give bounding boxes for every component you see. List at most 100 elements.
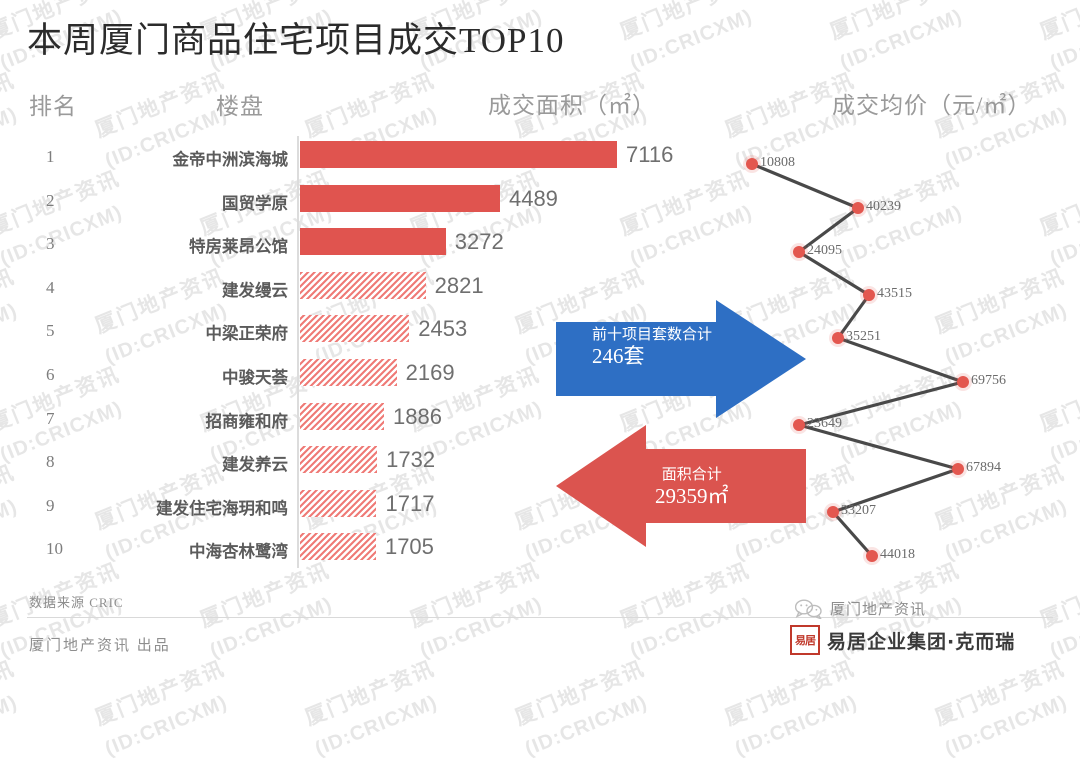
watermark-text: 厦门地产资讯 (0, 68, 19, 142)
row-rank: 4 (46, 277, 55, 297)
watermark-text: 厦门地产资讯 (406, 558, 544, 632)
watermark-text: (ID:CRICXM) (1047, 593, 1080, 663)
wechat-account-name: 厦门地产资讯 (830, 602, 927, 618)
price-line-path (751, 162, 965, 558)
bar-hatch (300, 533, 376, 561)
row-project-name: 中梁正荣府 (205, 324, 289, 344)
column-header-price: 成交均价（元/㎡） (832, 93, 1032, 118)
watermark-text: (ID:CRICXM) (522, 691, 651, 760)
price-value-label: 43515 (877, 286, 912, 301)
bar-chart-axis (297, 136, 299, 568)
row-project-name: 建发缦云 (222, 280, 288, 300)
produced-by-label: 厦门地产资讯 出品 (29, 638, 171, 654)
watermark-text: (ID:CRICXM) (102, 691, 231, 760)
callout-red-line2: 29359㎡ (655, 484, 729, 509)
watermark-text: 厦门地产资讯 (0, 460, 19, 534)
price-marker (952, 463, 964, 475)
watermark-text: (ID:CRICXM) (942, 691, 1071, 760)
watermark-text: (ID:CRICXM) (837, 5, 966, 75)
row-rank: 2 (46, 190, 55, 210)
watermark-text: 厦门地产资讯 (301, 68, 439, 142)
watermark-text: (ID:CRICXM) (207, 593, 336, 663)
watermark-text: 厦门地产资讯 (931, 656, 1069, 730)
watermark-text: 厦门地产资讯 (91, 68, 229, 142)
watermark-text: (ID:CRICXM) (0, 103, 21, 173)
company-logo-row: 易居 易居企业集团·克而瑞 (790, 625, 1015, 655)
watermark-text: (ID:CRICXM) (627, 5, 756, 75)
row-rank: 6 (46, 365, 55, 384)
bar-hatch (300, 402, 385, 430)
price-marker (957, 376, 969, 388)
row-rank: 3 (46, 234, 55, 254)
bar-value-label: 1886 (393, 403, 442, 429)
row-rank: 8 (46, 452, 55, 472)
price-value-label: 67894 (966, 460, 1001, 475)
callout-red-text: 面积合计 29359㎡ (655, 466, 729, 510)
watermark-text: (ID:CRICXM) (0, 691, 21, 760)
price-marker (832, 332, 844, 344)
price-value-label: 35251 (846, 329, 881, 344)
row-project-name: 建发住宅海玥和鸣 (156, 498, 288, 518)
bar-hatch (300, 315, 410, 343)
page-title: 本周厦门商品住宅项目成交TOP10 (27, 21, 565, 60)
row-rank: 5 (46, 321, 55, 341)
price-marker (746, 158, 758, 170)
callout-blue-text: 前十项目套数合计 246套 (592, 326, 712, 370)
watermark-text: 厦门地产资讯 (91, 656, 229, 730)
price-value-label: 23649 (807, 416, 842, 431)
row-rank: 9 (46, 495, 55, 515)
ejuu-seal-icon: 易居 (790, 625, 820, 655)
callout-arrow-left-red (556, 425, 806, 547)
price-marker (793, 246, 805, 258)
watermark-text: 厦门地产资讯 (0, 656, 19, 730)
price-line-chart (743, 155, 972, 565)
price-value-label: 44018 (880, 547, 915, 562)
bar-value-label: 7116 (626, 142, 674, 167)
row-rank: 1 (46, 147, 55, 166)
watermark-text: (ID:CRICXM) (312, 691, 441, 760)
data-source-label: 数据来源 CRIC (29, 595, 124, 610)
bar-solid (300, 141, 617, 168)
row-project-name: 建发养云 (222, 455, 288, 475)
column-header-area: 成交面积（㎡） (488, 93, 656, 118)
bar-value-label: 2169 (405, 360, 455, 385)
watermark-text: (ID:CRICXM) (627, 593, 756, 663)
watermark-text: 厦门地产资讯 (511, 656, 649, 730)
column-header-name: 楼盘 (216, 94, 264, 119)
row-project-name: 中海杏林鹭湾 (189, 542, 288, 562)
row-project-name: 中骏天荟 (222, 368, 288, 387)
callout-blue-line2: 246套 (592, 344, 645, 369)
row-project-name: 招商雍和府 (205, 411, 289, 431)
price-marker (852, 202, 864, 214)
bar-value-label: 2821 (434, 272, 484, 298)
watermark-text: 厦门地产资讯 (1036, 0, 1080, 44)
price-value-label: 33207 (841, 503, 876, 518)
callout-blue-line1: 前十项目套数合计 (592, 327, 713, 343)
watermark-text: (ID:CRICXM) (1047, 5, 1080, 75)
column-header-rank: 排名 (29, 94, 77, 119)
callout-red-line1: 面积合计 (661, 467, 722, 483)
bar-value-label: 3272 (454, 229, 504, 255)
footer-divider (27, 617, 1053, 618)
price-marker (827, 506, 839, 518)
bar-solid (300, 184, 500, 212)
row-project-name: 特房莱昂公馆 (189, 237, 288, 257)
price-value-label: 10808 (760, 155, 795, 170)
bar-value-label: 1717 (385, 490, 435, 516)
watermark-text: (ID:CRICXM) (0, 495, 21, 565)
watermark-text: 厦门地产资讯 (0, 264, 19, 338)
bar-value-label: 1705 (384, 534, 434, 560)
row-project-name: 国贸学原 (222, 193, 288, 213)
bar-value-label: 1732 (386, 447, 436, 473)
wechat-icon (795, 599, 822, 619)
bar-hatch (300, 271, 426, 299)
company-name: 易居企业集团·克而瑞 (827, 630, 1016, 653)
bar-solid (300, 228, 446, 256)
row-rank: 10 (46, 539, 63, 559)
callout-arrow-right-blue (556, 300, 806, 418)
price-marker (863, 289, 875, 301)
row-project-name: 金帝中洲滨海城 (172, 150, 289, 169)
watermark-text: (ID:CRICXM) (417, 593, 546, 663)
watermark-text: 厦门地产资讯 (196, 558, 334, 632)
